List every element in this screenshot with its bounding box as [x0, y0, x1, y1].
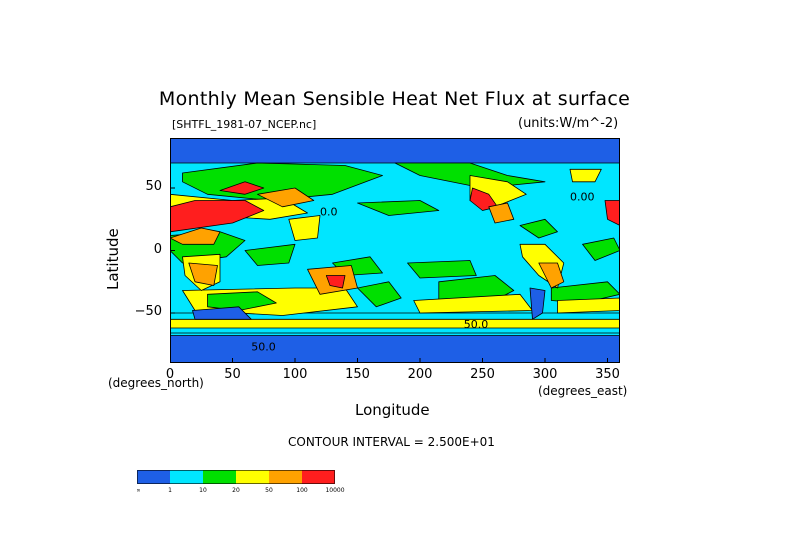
- heatmap-region: [288, 215, 321, 241]
- contour-label: 50.0: [464, 318, 489, 331]
- heatmap-region: [207, 291, 277, 311]
- contour-label: 0.0: [320, 206, 338, 219]
- contour-interval: CONTOUR INTERVAL = 2.500E+01: [288, 435, 495, 449]
- heatmap-region: [557, 297, 620, 314]
- x-tick-label: 100: [282, 367, 308, 382]
- x-tick-label: 50: [224, 367, 241, 382]
- colorbar-swatch: [302, 470, 335, 484]
- contour-label: 50.0: [251, 341, 276, 354]
- x-axis-label: Longitude: [355, 401, 430, 419]
- colorbar: -∞ 1 10 20 50 100 10000: [137, 470, 345, 494]
- y-tick-label: −50: [134, 304, 162, 319]
- heatmap-region: [519, 218, 558, 239]
- x-tick-label: 0: [165, 367, 175, 382]
- heatmap-region: [569, 168, 602, 183]
- heatmap-region: [219, 181, 265, 195]
- x-tick-label: 200: [407, 367, 433, 382]
- colorbar-frame: [137, 470, 335, 484]
- heatmap-region: [488, 202, 515, 224]
- heatmap-region: [170, 200, 265, 233]
- x-tick-label: 150: [345, 367, 370, 382]
- heatmap-region: [170, 227, 221, 245]
- heatmap-region: [357, 281, 402, 308]
- y-tick-label: 50: [145, 179, 162, 194]
- colorbar-swatch: [269, 470, 302, 484]
- colorbar-label: 20: [232, 487, 240, 494]
- colorbar-swatch: [236, 470, 269, 484]
- colorbar-label: 10: [199, 487, 207, 494]
- heatmap-region: [244, 243, 296, 266]
- colorbar-swatch: [203, 470, 236, 484]
- heatmap-region: [170, 318, 620, 329]
- heatmap-region: [192, 306, 252, 320]
- colorbar-swatch: [170, 470, 203, 484]
- heatmap-region: [357, 200, 440, 216]
- heatmap-region: [529, 287, 546, 320]
- colorbar-swatch: [137, 470, 170, 484]
- heatmap-region: [170, 138, 620, 164]
- heatmap-region: [604, 200, 620, 226]
- heatmap-region: [407, 260, 477, 279]
- heatmap-region: [325, 275, 346, 289]
- colorbar-label: 1: [168, 487, 172, 494]
- chart-title: Monthly Mean Sensible Heat Net Flux at s…: [158, 88, 631, 110]
- x-tick-label: 250: [470, 367, 495, 382]
- heatmap-region: [188, 262, 218, 286]
- x-unit-label: (degrees_east): [538, 384, 628, 398]
- colorbar-label: 50: [265, 487, 273, 494]
- contour-label: 0.00: [570, 191, 595, 204]
- y-tick-label: 0: [153, 241, 162, 257]
- heatmap-region: [582, 237, 620, 261]
- colorbar-label: 10000: [325, 487, 344, 494]
- x-tick-label: 350: [595, 367, 620, 382]
- heatmap-region: [257, 187, 315, 208]
- y-axis-label: Latitude: [104, 228, 122, 290]
- colorbar-label: 100: [296, 487, 308, 494]
- colorbar-label: -∞: [137, 487, 141, 494]
- y-unit-label: (degrees_north): [108, 376, 204, 390]
- x-tick-label: 300: [532, 367, 558, 382]
- units-label: (units:W/m^-2): [518, 116, 619, 131]
- heatmap-plot: 0.00 0.0 50.0 50.0: [170, 138, 620, 363]
- heatmap-region: [538, 262, 565, 289]
- chart-subtitle: [SHTFL_1981-07_NCEP.nc]: [172, 118, 317, 131]
- heatmap-region: [170, 335, 620, 363]
